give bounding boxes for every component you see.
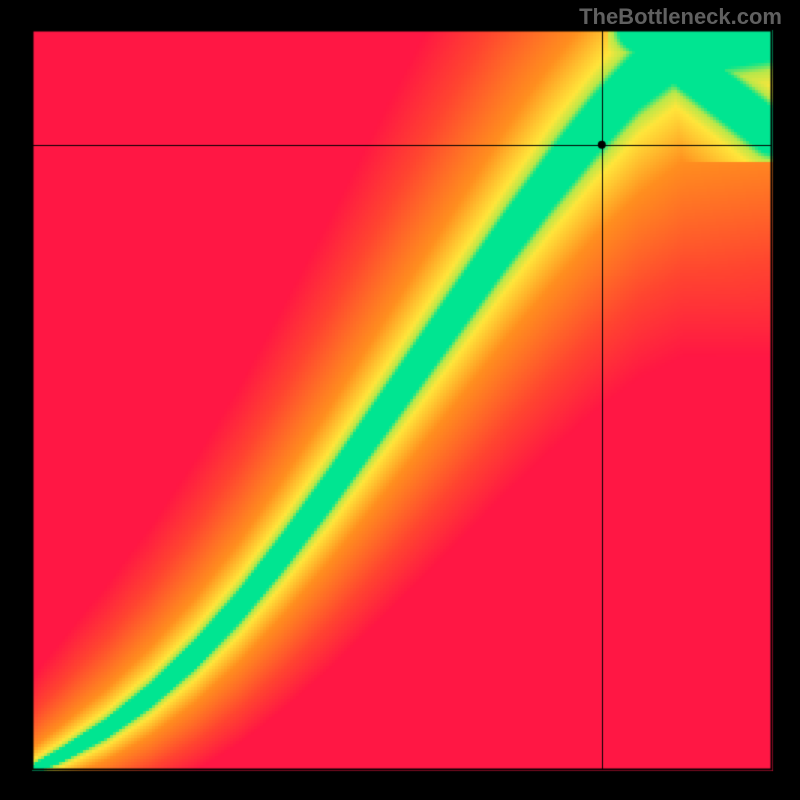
bottleneck-heatmap	[0, 0, 800, 800]
chart-container: TheBottleneck.com	[0, 0, 800, 800]
watermark-text: TheBottleneck.com	[579, 4, 782, 30]
